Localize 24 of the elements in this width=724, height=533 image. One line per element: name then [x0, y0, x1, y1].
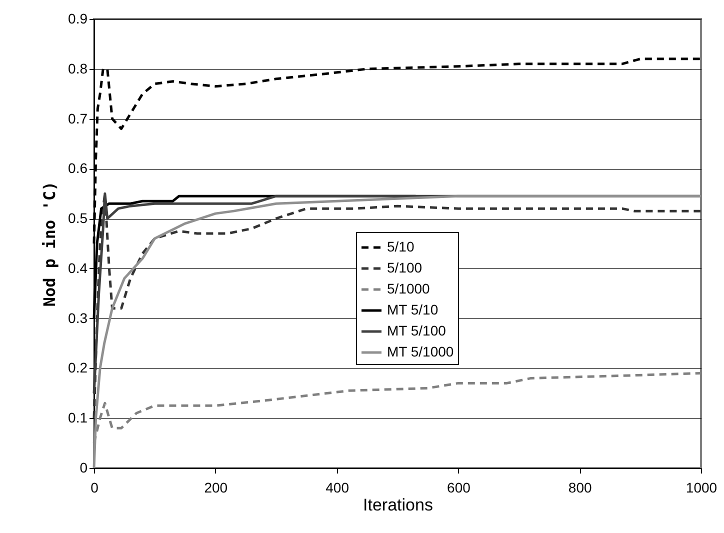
legend-label: MT 5/10	[387, 302, 438, 318]
y-tick-label: 0.3	[68, 310, 88, 326]
legend-label: 5/1000	[387, 280, 430, 296]
legend-label: 5/10	[387, 238, 414, 254]
y-tick-label: 0.6	[68, 160, 88, 176]
y-tick-label: 0.7	[68, 110, 88, 126]
y-tick-label: 0.4	[68, 260, 88, 276]
y-tick-label: 0.9	[68, 10, 88, 26]
y-tick-label: 0.5	[68, 210, 88, 226]
y-tick-label: 0	[80, 460, 88, 476]
legend-label: 5/100	[387, 260, 422, 276]
x-axis-title: Iterations	[363, 496, 433, 514]
x-tick-label: 0	[90, 480, 99, 496]
x-tick-label: 600	[447, 480, 471, 496]
x-tick-label: 800	[568, 480, 592, 496]
x-tick-label: 1000	[686, 480, 718, 496]
y-tick-label: 0.8	[68, 60, 88, 76]
x-tick-label: 200	[204, 480, 228, 496]
x-tick-label: 400	[326, 480, 350, 496]
legend-label: MT 5/1000	[387, 344, 454, 360]
y-tick-label: 0.2	[68, 360, 88, 376]
legend-label: MT 5/100	[387, 322, 446, 338]
y-axis-title: Nod p ino 'C)	[40, 181, 60, 307]
y-tick-label: 0.1	[68, 410, 88, 426]
